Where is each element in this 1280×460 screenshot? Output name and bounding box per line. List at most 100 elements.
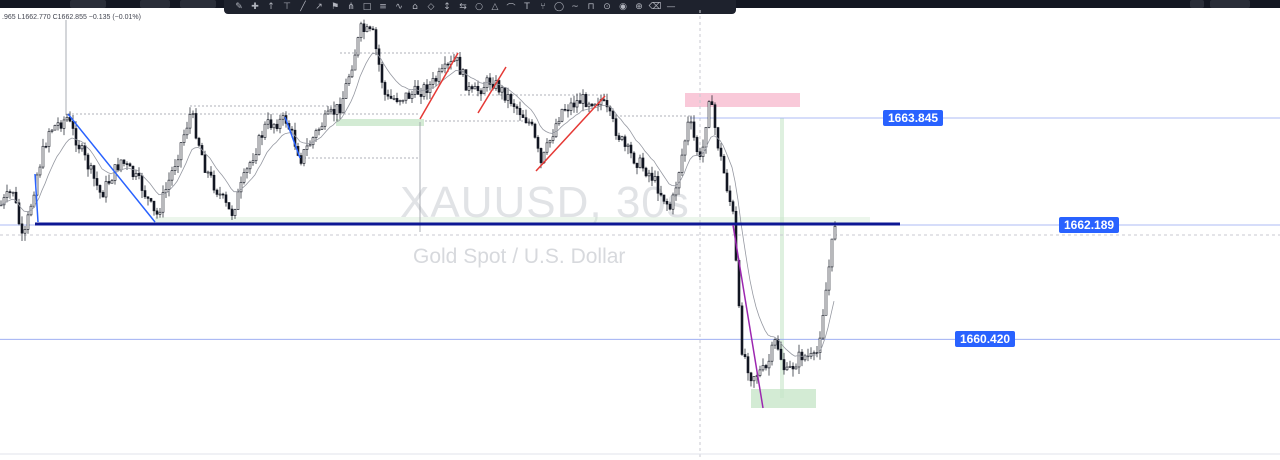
candle	[167, 179, 171, 190]
crosshair-icon[interactable]: ✚	[251, 2, 259, 12]
fork-icon[interactable]: ⋔	[347, 2, 355, 12]
candle	[407, 92, 411, 99]
candle	[623, 136, 627, 147]
candle	[236, 191, 240, 210]
save-button[interactable]	[1210, 0, 1250, 8]
candle	[272, 123, 276, 129]
candle	[104, 181, 108, 198]
candle	[647, 172, 651, 177]
candle	[563, 108, 567, 111]
more-icon[interactable]: —	[666, 2, 676, 12]
price-label-1660420[interactable]: 1660.420	[955, 331, 1016, 348]
candle	[239, 181, 243, 193]
magnet-icon[interactable]: ⊓	[587, 2, 595, 12]
candle	[179, 142, 183, 161]
layout-button[interactable]	[1190, 0, 1204, 8]
candle	[728, 190, 732, 202]
brush-icon[interactable]: ✎	[235, 2, 243, 12]
candle	[299, 155, 303, 164]
path-icon[interactable]: ~	[571, 2, 579, 12]
candle	[98, 185, 102, 193]
candle	[698, 151, 702, 157]
watermark-description: Gold Spot / U.S. Dollar	[413, 245, 626, 268]
target-icon[interactable]: ⊕	[635, 2, 643, 12]
text-icon[interactable]: T	[524, 2, 530, 12]
moving-average-line	[0, 52, 835, 357]
candle	[455, 56, 459, 61]
trash-icon[interactable]: ⌫	[648, 2, 662, 12]
eye-icon[interactable]: ◉	[619, 2, 627, 12]
arrow-icon[interactable]: ↗	[315, 2, 323, 12]
candle	[686, 121, 690, 142]
pattern-icon[interactable]: ⌂	[412, 2, 418, 12]
candle	[260, 135, 264, 138]
candle	[629, 144, 633, 154]
candle	[500, 87, 504, 93]
candle	[227, 202, 231, 210]
candle	[746, 356, 750, 374]
candle	[722, 156, 726, 174]
candle	[548, 140, 552, 144]
horizontal-line-icon[interactable]: ⊤	[283, 2, 291, 12]
circle-icon[interactable]: ○	[475, 2, 483, 12]
candle	[395, 98, 399, 103]
triangle-icon[interactable]: △	[491, 2, 499, 12]
candle	[131, 165, 135, 178]
trend-line-icon[interactable]: ↑	[267, 2, 275, 12]
candle	[812, 352, 816, 354]
ruler-icon[interactable]: ↕	[443, 2, 451, 12]
pitchfork-icon[interactable]: ⑂	[540, 2, 546, 12]
trendline-red-1	[419, 52, 459, 120]
fib-icon[interactable]: ≡	[379, 2, 387, 12]
candle	[320, 125, 324, 130]
candle	[50, 129, 54, 132]
rectangle-icon[interactable]: □	[362, 2, 372, 12]
candle	[767, 360, 771, 369]
candle	[80, 145, 84, 150]
candle	[560, 108, 564, 122]
symbol-selector[interactable]	[70, 0, 106, 8]
candle	[671, 194, 675, 210]
note-icon[interactable]: ◇	[427, 2, 435, 12]
gann-icon[interactable]: ∿	[395, 2, 403, 12]
candle	[251, 160, 255, 163]
candle	[5, 191, 9, 198]
ray-icon[interactable]: ╱	[300, 2, 306, 12]
candle	[782, 359, 786, 371]
interval-selector[interactable]	[140, 0, 170, 8]
candle	[650, 172, 654, 181]
curve-icon[interactable]: ⌒	[506, 3, 516, 14]
lock-icon[interactable]: ⊙	[603, 2, 611, 12]
candle	[617, 135, 621, 140]
candle	[566, 109, 570, 112]
candle	[359, 23, 363, 38]
candle	[476, 85, 480, 91]
candle	[404, 92, 408, 101]
candle	[764, 365, 768, 369]
candle	[92, 165, 96, 179]
candle	[158, 211, 162, 215]
candle	[353, 54, 357, 71]
candle	[89, 165, 93, 170]
candle	[32, 194, 36, 207]
candle	[626, 144, 630, 147]
candle	[155, 210, 159, 215]
candle	[224, 194, 228, 203]
candle	[635, 162, 639, 168]
price-label-1663845[interactable]: 1663.845	[883, 110, 944, 126]
candle	[605, 100, 609, 108]
candle	[206, 171, 210, 174]
ellipse-icon[interactable]: ◯	[553, 2, 565, 12]
measure-icon[interactable]: ⇆	[459, 2, 467, 12]
candle	[341, 98, 345, 114]
candle	[290, 128, 294, 131]
candle	[401, 99, 405, 102]
flag-icon[interactable]: ⚑	[330, 2, 340, 12]
candle	[695, 137, 699, 153]
indicators-button[interactable]	[180, 0, 216, 8]
candle	[497, 80, 501, 93]
price-label-1662189[interactable]: 1662.189	[1059, 217, 1120, 233]
candle	[86, 154, 90, 170]
candle	[191, 113, 195, 115]
